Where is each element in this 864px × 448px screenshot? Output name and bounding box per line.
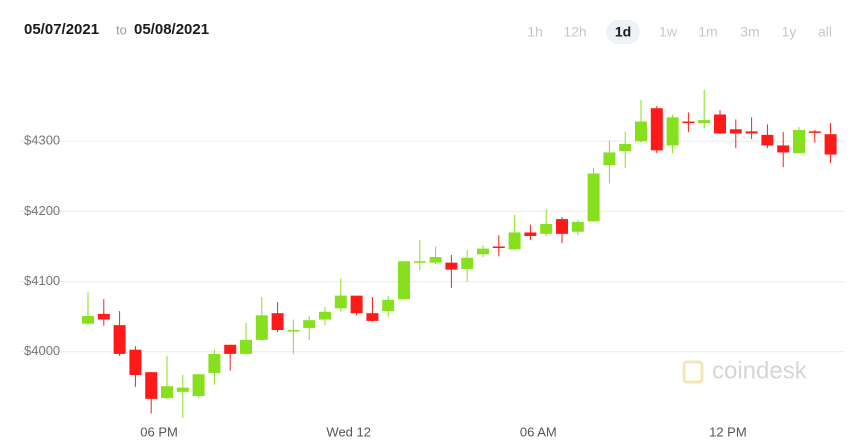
candle-body bbox=[145, 372, 158, 399]
range-button[interactable]: 1y bbox=[782, 24, 797, 40]
candle-body bbox=[524, 232, 537, 236]
candle-body bbox=[556, 219, 568, 234]
range-button[interactable]: 3m bbox=[740, 24, 759, 40]
candle-body bbox=[461, 257, 474, 269]
candle-body bbox=[398, 261, 410, 300]
candle-body bbox=[255, 315, 268, 340]
candle-body bbox=[413, 261, 426, 263]
range-button[interactable]: 1d bbox=[615, 24, 631, 40]
candle-body bbox=[729, 129, 742, 134]
candle-body bbox=[208, 353, 221, 373]
candle-body bbox=[603, 152, 616, 166]
candle-body bbox=[682, 121, 695, 124]
y-tick-label: $4000 bbox=[24, 343, 60, 358]
candle-body bbox=[714, 114, 726, 134]
start-date: 05/07/2021 bbox=[24, 21, 99, 38]
candle-body bbox=[287, 330, 300, 332]
range-button[interactable]: 1w bbox=[659, 24, 678, 40]
y-tick-label: $4300 bbox=[24, 133, 60, 148]
range-button[interactable]: all bbox=[818, 24, 832, 40]
y-tick-label: $4100 bbox=[24, 273, 60, 288]
candle-body bbox=[445, 262, 458, 270]
candle-body bbox=[303, 320, 316, 328]
range-highlight bbox=[606, 20, 640, 44]
candle-body bbox=[82, 315, 94, 324]
candle-body bbox=[540, 224, 553, 234]
candle-body bbox=[334, 295, 347, 309]
candle-body bbox=[571, 221, 584, 232]
candle-body bbox=[366, 313, 379, 321]
candle-body bbox=[161, 386, 173, 399]
candle-body bbox=[824, 134, 837, 155]
x-tick-label: 12 PM bbox=[709, 424, 747, 439]
candle-body bbox=[477, 248, 489, 255]
candle-body bbox=[650, 108, 663, 151]
candle-body bbox=[492, 246, 505, 248]
candle-body bbox=[113, 325, 126, 354]
candle-body bbox=[808, 131, 821, 133]
end-date: 05/08/2021 bbox=[134, 21, 209, 38]
candle-body bbox=[429, 257, 442, 263]
x-tick-label: Wed 12 bbox=[326, 424, 371, 439]
candle-body bbox=[698, 120, 711, 123]
date-separator: to bbox=[116, 22, 127, 37]
candle-body bbox=[319, 311, 331, 320]
candle-body bbox=[587, 173, 600, 222]
candle-body bbox=[761, 134, 774, 146]
candle-body bbox=[793, 129, 805, 154]
range-button[interactable]: 12h bbox=[563, 24, 586, 40]
x-tick-label: 06 AM bbox=[520, 424, 557, 439]
candle-body bbox=[635, 121, 647, 142]
candle-body bbox=[350, 295, 363, 314]
candle-body bbox=[745, 131, 758, 134]
watermark-logo bbox=[682, 360, 704, 384]
x-tick-label: 06 PM bbox=[140, 424, 178, 439]
candle-body bbox=[129, 349, 142, 375]
range-button[interactable]: 1m bbox=[698, 24, 717, 40]
candle-body bbox=[666, 117, 679, 146]
range-selector: 1h 12h 1d 1w 1m 3m 1y all bbox=[527, 20, 832, 44]
candle-body bbox=[97, 313, 110, 320]
y-tick-label: $4200 bbox=[24, 203, 60, 218]
candle-body bbox=[382, 299, 395, 312]
candle-body bbox=[777, 145, 790, 153]
watermark: coindesk bbox=[712, 357, 808, 384]
candle-body bbox=[619, 144, 632, 152]
candle-body bbox=[176, 387, 189, 392]
range-button[interactable]: 1h bbox=[527, 24, 543, 40]
candle-body bbox=[224, 344, 237, 354]
candle-body bbox=[192, 374, 205, 397]
candle-body bbox=[508, 232, 521, 250]
candle-body bbox=[271, 313, 284, 331]
candle-body bbox=[240, 339, 252, 354]
